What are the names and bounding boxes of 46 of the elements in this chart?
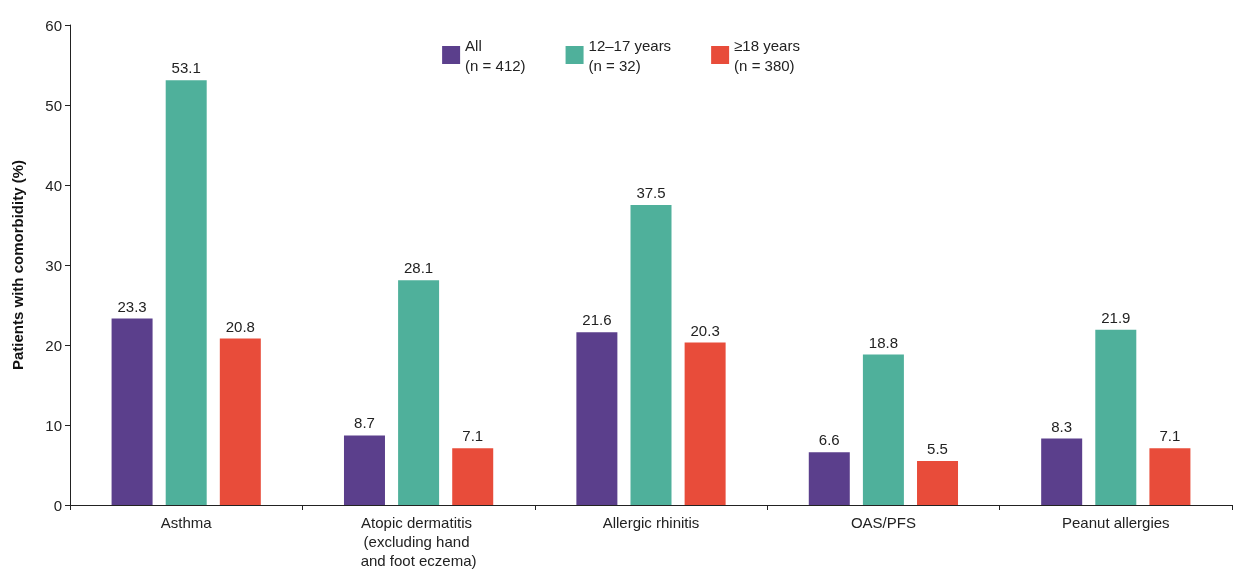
- legend-label: 12–17 years (n = 32): [588, 36, 672, 74]
- x-tick-label: Allergic rhinitis: [602, 514, 700, 531]
- y-axis-title: Patients with comorbidity (%): [9, 159, 26, 371]
- data-label: 21.9: [1101, 308, 1131, 326]
- x-tick-label: Peanut allergies: [1062, 514, 1170, 531]
- data-label: 8.3: [1051, 417, 1073, 435]
- bar: [111, 318, 153, 505]
- data-label: 5.5: [927, 440, 948, 457]
- bar: [398, 280, 440, 505]
- bar: [917, 461, 959, 505]
- data-label: 7.1: [462, 427, 484, 445]
- y-tick-label: 60: [45, 16, 62, 34]
- data-label: 7.1: [1159, 427, 1181, 445]
- y-tick-label: 20: [45, 336, 62, 354]
- data-label: 20.8: [225, 317, 255, 335]
- bar: [1149, 448, 1191, 505]
- data-label: 37.5: [636, 184, 666, 201]
- x-tick-label: OAS/PFS: [850, 514, 916, 531]
- bar: [165, 80, 207, 505]
- data-label: 8.7: [354, 414, 375, 432]
- data-label: 20.3: [690, 321, 720, 339]
- bar: [684, 342, 726, 505]
- bar: [808, 452, 850, 505]
- legend-label: ≥18 years (n = 380): [734, 36, 800, 74]
- bar: [862, 354, 904, 505]
- data-label: 6.6: [818, 431, 840, 449]
- y-tick-label: 0: [53, 496, 62, 514]
- data-label: 28.1: [404, 259, 434, 277]
- y-tick-label: 40: [45, 176, 62, 194]
- bar: [1095, 329, 1137, 505]
- y-tick-label: 50: [45, 96, 62, 114]
- y-tick-label: 10: [45, 416, 62, 434]
- legend-label: All (n = 412): [465, 36, 526, 74]
- x-tick-label: Atopic dermatitis (excluding hand and foot eczema): [360, 514, 477, 569]
- x-tick-label: Asthma: [160, 514, 213, 531]
- data-label: 18.8: [868, 333, 898, 351]
- data-label: 53.1: [171, 59, 201, 77]
- bar: [630, 205, 672, 505]
- data-label: 23.3: [117, 297, 147, 315]
- data-label: 21.6: [582, 311, 612, 329]
- bar: [576, 332, 618, 505]
- bar: [343, 435, 385, 505]
- bar: [452, 448, 494, 505]
- y-tick-label: 30: [45, 256, 62, 274]
- bar: [219, 338, 261, 505]
- bar: [1041, 438, 1083, 505]
